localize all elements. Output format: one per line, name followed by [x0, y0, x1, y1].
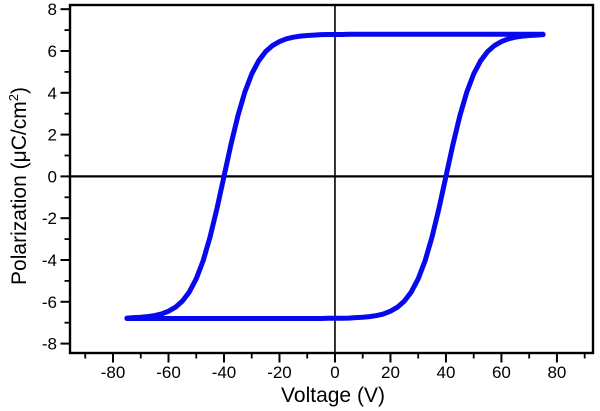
- y-tick-label: -6: [42, 293, 57, 312]
- x-tick-label: 40: [436, 363, 455, 382]
- x-tick-label: -20: [267, 363, 292, 382]
- y-tick-label: -2: [42, 209, 57, 228]
- x-tick-label: 80: [547, 363, 566, 382]
- y-axis-title-prefix: Polarization (: [8, 162, 31, 285]
- y-axis-title-superscript: 2: [6, 94, 21, 102]
- plot-frame: [68, 3, 595, 355]
- y-axis-title-suffix: ): [8, 87, 31, 95]
- x-tick-label: 60: [492, 363, 511, 382]
- y-axis-title-unit: μC/cm: [8, 101, 31, 163]
- y-tick-label: -8: [42, 335, 57, 354]
- y-tick-label: 4: [48, 84, 57, 103]
- y-tick-label: 6: [48, 42, 57, 61]
- hysteresis-curve-voltage-decreasing-branch: [124, 31, 546, 321]
- y-tick-label: -4: [42, 251, 57, 270]
- x-tick-label: -60: [156, 363, 181, 382]
- x-tick-label: 20: [381, 363, 400, 382]
- y-tick-label: 8: [48, 0, 57, 19]
- hysteresis-curve-voltage-increasing-branch: [124, 32, 546, 322]
- y-tick-label: 0: [48, 167, 57, 186]
- x-tick-label: -40: [212, 363, 237, 382]
- x-tick-label: 0: [330, 363, 339, 382]
- y-axis-title: Polarization (μC/cm2): [6, 87, 32, 285]
- x-axis-title: Voltage (V): [281, 384, 385, 407]
- y-tick-label: 2: [48, 126, 57, 145]
- x-tick-label: -80: [101, 363, 126, 382]
